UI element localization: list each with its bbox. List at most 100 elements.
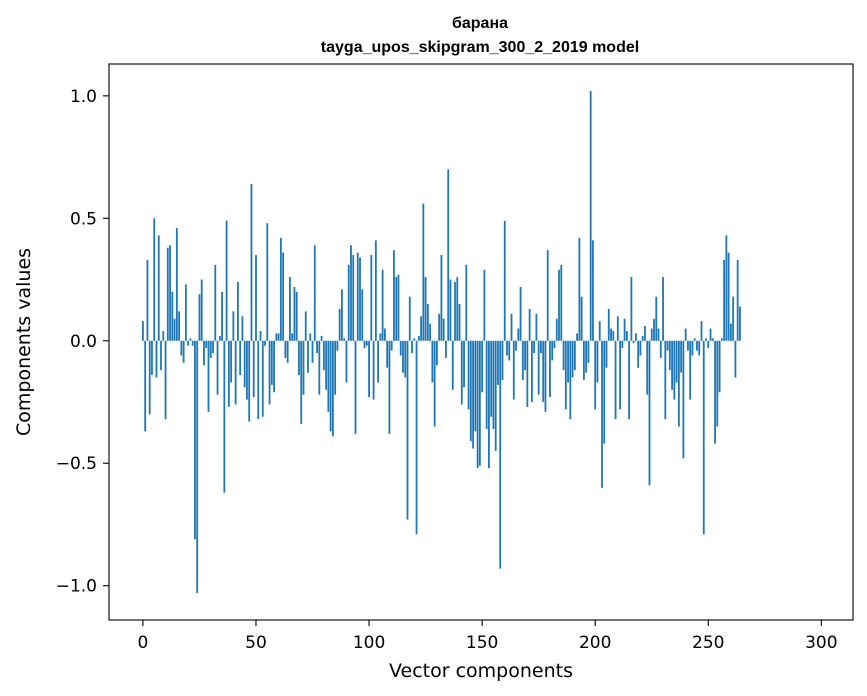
bar-component-262 <box>734 340 737 378</box>
bar-component-138 <box>454 281 456 341</box>
bar-component-135 <box>447 169 450 341</box>
bar-component-173 <box>533 340 536 354</box>
bar-component-155 <box>492 340 495 429</box>
bar-component-184 <box>558 269 560 341</box>
bar-component-256 <box>720 338 723 341</box>
bar-component-131 <box>438 313 441 341</box>
bar-component-165 <box>515 340 517 351</box>
bar-component-208 <box>612 330 615 341</box>
bar-component-200 <box>594 340 597 410</box>
bar-component-25 <box>198 294 201 341</box>
bar-component-167 <box>519 286 522 341</box>
bar-component-212 <box>621 340 624 349</box>
bar-component-205 <box>605 340 608 368</box>
bar-component-139 <box>456 277 459 341</box>
bar-component-229 <box>659 340 662 358</box>
bar-component-172 <box>530 340 533 403</box>
bar-component-7 <box>157 235 160 341</box>
bar-component-149 <box>478 340 481 466</box>
bar-component-63 <box>284 340 287 358</box>
y-axis-label: Components values <box>13 248 35 436</box>
bar-component-66 <box>291 333 294 341</box>
bar-component-211 <box>619 340 621 410</box>
bar-component-21 <box>189 338 192 341</box>
bar-component-88 <box>341 289 343 341</box>
bar-component-235 <box>673 340 676 400</box>
x-tick-label: 150 <box>466 633 498 653</box>
bar-component-246 <box>698 340 701 356</box>
bar-component-19 <box>184 284 187 341</box>
bar-component-80 <box>322 340 325 371</box>
bar-component-123 <box>420 316 422 341</box>
bar-component-239 <box>682 340 685 459</box>
bar-component-217 <box>632 340 635 344</box>
bar-component-180 <box>549 340 551 398</box>
bar-component-125 <box>424 277 427 341</box>
x-tick-label: 100 <box>353 633 385 653</box>
bar-component-41 <box>234 340 237 405</box>
bar-component-45 <box>243 340 246 388</box>
bar-component-253 <box>714 340 716 444</box>
x-tick-label: 300 <box>805 633 837 653</box>
bar-component-166 <box>517 328 520 341</box>
bar-component-236 <box>675 340 678 383</box>
bar-component-35 <box>221 291 223 341</box>
bar-component-30 <box>209 340 212 358</box>
bar-component-42 <box>237 281 239 341</box>
bar-component-13 <box>171 291 174 341</box>
bar-component-143 <box>465 264 468 341</box>
bar-component-70 <box>300 340 303 425</box>
bar-component-128 <box>431 340 434 383</box>
bar-component-204 <box>603 340 606 444</box>
bar-component-69 <box>298 340 300 376</box>
bar-component-160 <box>503 220 506 341</box>
bar-component-161 <box>506 340 508 356</box>
bar-component-33 <box>216 340 219 395</box>
bar-component-191 <box>573 340 576 371</box>
bar-component-231 <box>664 340 667 420</box>
bar-component-186 <box>562 340 565 371</box>
bar-component-107 <box>383 328 386 341</box>
bar-component-162 <box>508 340 511 361</box>
bar-component-230 <box>662 277 664 341</box>
bar-component-109 <box>388 340 391 434</box>
bar-component-104 <box>377 340 380 383</box>
bar-component-228 <box>657 328 660 341</box>
bar-component-134 <box>445 340 447 358</box>
bar-component-263 <box>736 259 739 341</box>
bar-component-234 <box>671 340 673 390</box>
bar-component-50 <box>255 255 257 341</box>
bar-component-232 <box>666 340 669 351</box>
bar-component-23 <box>194 340 196 540</box>
bar-component-188 <box>567 340 569 383</box>
bar-component-187 <box>564 340 567 410</box>
bar-component-214 <box>625 330 628 341</box>
bar-component-116 <box>404 340 407 378</box>
bar-component-119 <box>411 340 413 354</box>
bar-component-64 <box>286 340 289 363</box>
x-tick-label: 250 <box>692 633 724 653</box>
bar-component-65 <box>289 277 291 341</box>
x-tick-label: 200 <box>579 633 611 653</box>
bar-component-197 <box>587 340 590 363</box>
bar-component-38 <box>227 340 230 407</box>
bar-component-181 <box>551 340 554 361</box>
bar-component-164 <box>512 340 515 400</box>
plot-frame <box>108 63 854 621</box>
bar-component-54 <box>264 340 266 346</box>
bar-component-106 <box>381 269 384 341</box>
bar-component-198 <box>589 90 592 341</box>
x-axis-ticks: 0 50 100 150 200 250 300 <box>138 620 838 653</box>
bar-component-177 <box>542 340 545 403</box>
bar-component-183 <box>555 318 558 341</box>
bar-component-174 <box>535 313 538 341</box>
bar-component-6 <box>155 340 158 378</box>
chart-title-line2: tayga_upos_skipgram_300_2_2019 model <box>321 39 639 56</box>
bar-component-261 <box>732 296 735 341</box>
bar-component-44 <box>241 316 244 341</box>
bar-component-4 <box>151 340 153 376</box>
bar-component-55 <box>266 223 269 341</box>
bar-component-57 <box>270 340 273 385</box>
bar-component-120 <box>413 338 416 341</box>
bar-component-258 <box>725 235 728 341</box>
